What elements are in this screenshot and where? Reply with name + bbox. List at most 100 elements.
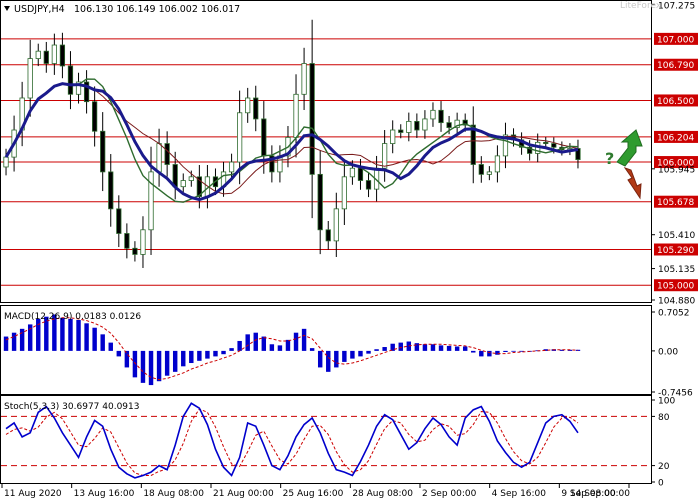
macd-y-tick-label: -0.7456: [658, 389, 693, 399]
level-label-bg: [654, 58, 698, 71]
macd-bar: [197, 350, 202, 361]
candle-body: [382, 143, 388, 169]
macd-bar: [36, 318, 41, 351]
x-tick-label: 28 Aug 08:00: [352, 489, 413, 499]
macd-bar: [108, 342, 113, 351]
y-tick-label: 105.945: [658, 165, 695, 175]
macd-bar: [446, 345, 452, 351]
candle-body: [188, 176, 194, 181]
macd-bar: [559, 349, 565, 351]
macd-bar: [124, 350, 130, 368]
stoch-signal-line: [5, 408, 579, 476]
candle-body: [108, 171, 114, 210]
macd-bar: [285, 339, 291, 351]
x-tick-label: 25 Aug 16:00: [283, 489, 344, 499]
macd-bar: [430, 344, 436, 351]
x-tick-label: 4 Sep 16:00: [492, 489, 547, 499]
macd-bar: [156, 350, 162, 382]
level-label-bg: [654, 195, 698, 208]
x-tick-label: 11 Aug 2020: [4, 489, 62, 499]
price-y-ticks: 107.275 105.945 105.410 105.135 104.880: [651, 2, 695, 307]
stoch-lines: [1, 402, 651, 479]
candle-body: [75, 81, 82, 95]
candle-body: [164, 143, 170, 165]
candle-body: [269, 155, 275, 173]
macd-bar: [414, 343, 420, 351]
candle-body: [422, 118, 428, 131]
candle-body: [365, 180, 372, 190]
y-tick-label: 105.410: [658, 231, 695, 241]
moving-averages: [4, 78, 579, 203]
candle-body: [438, 109, 444, 124]
candle-body: [470, 124, 476, 165]
candle-body: [494, 155, 501, 173]
macd-bar: [398, 342, 403, 351]
level-labels: 107.000 106.790 106.500 106.204 106.000 105.6…: [654, 32, 698, 292]
candle-body: [156, 143, 162, 173]
macd-bar: [422, 344, 428, 351]
macd-bar: [164, 350, 170, 376]
stoch-panel-frame: [0, 395, 652, 484]
macd-bar: [213, 350, 218, 357]
stoch-main-line: [5, 402, 579, 479]
question-mark-icon: ?: [605, 149, 614, 168]
macd-bar: [148, 350, 154, 386]
candle-body: [502, 134, 509, 157]
macd-bar: [68, 318, 73, 351]
macd-bar: [358, 350, 363, 357]
level-label: 106.204: [657, 133, 694, 143]
stoch-y-tick-label: 80: [658, 413, 670, 423]
candle-body: [237, 112, 243, 163]
candle-body: [462, 119, 468, 126]
macd-bar: [237, 340, 242, 351]
macd-histogram: [3, 314, 581, 386]
macd-bar: [438, 345, 444, 351]
candle-body: [317, 173, 323, 231]
macd-bar: [277, 345, 283, 351]
macd-bar: [60, 317, 65, 351]
candle-body: [414, 120, 420, 131]
x-tick-label: 13 Aug 16:00: [74, 489, 135, 499]
candle-body: [341, 176, 347, 210]
macd-bar: [3, 336, 9, 351]
candle-body: [527, 146, 533, 154]
macd-bar: [116, 350, 122, 357]
candle-body: [551, 143, 557, 148]
candle-body: [357, 167, 364, 181]
macd-bar: [479, 350, 484, 357]
level-label-bg: [654, 279, 698, 292]
level-label: 105.000: [657, 282, 694, 292]
macd-bar: [229, 348, 234, 351]
x-axis-labels: 11 Aug 2020 13 Aug 16:00 18 Aug 08:00 21 Au…: [1, 484, 630, 499]
macd-bar: [454, 346, 460, 351]
candle-body: [148, 171, 154, 231]
candle-body: [27, 58, 33, 99]
candle-body: [309, 63, 315, 175]
macd-bar: [84, 323, 89, 351]
candle-body: [486, 171, 492, 175]
macd-bar: [221, 350, 226, 355]
candle-body: [228, 161, 235, 173]
candle-body: [293, 93, 299, 138]
x-tick-label: 9 Sep 08:00: [561, 489, 616, 499]
candle-body: [83, 81, 90, 103]
stoch-y-ticks: 100 80 20 0: [651, 397, 675, 489]
macd-bar: [92, 327, 97, 351]
watermark: LiteForex: [620, 1, 662, 11]
ma-blue-line: [4, 82, 579, 202]
candle-body: [390, 129, 396, 144]
candle-body: [301, 63, 307, 95]
down-arrow-icon: [623, 167, 642, 200]
x-tick-label: 14 Sep 00:00: [570, 489, 630, 499]
macd-bar: [205, 350, 210, 359]
symbol-timeframe: USDJPY,H4: [14, 4, 65, 15]
macd-bar: [301, 328, 307, 351]
candle-body: [92, 101, 98, 132]
candle-body: [333, 208, 339, 242]
level-label: 106.790: [657, 61, 694, 71]
macd-bar: [350, 350, 355, 359]
macd-bar: [52, 314, 57, 351]
x-tick-label: 2 Sep 00:00: [422, 489, 477, 499]
up-arrow-icon: [616, 129, 643, 167]
